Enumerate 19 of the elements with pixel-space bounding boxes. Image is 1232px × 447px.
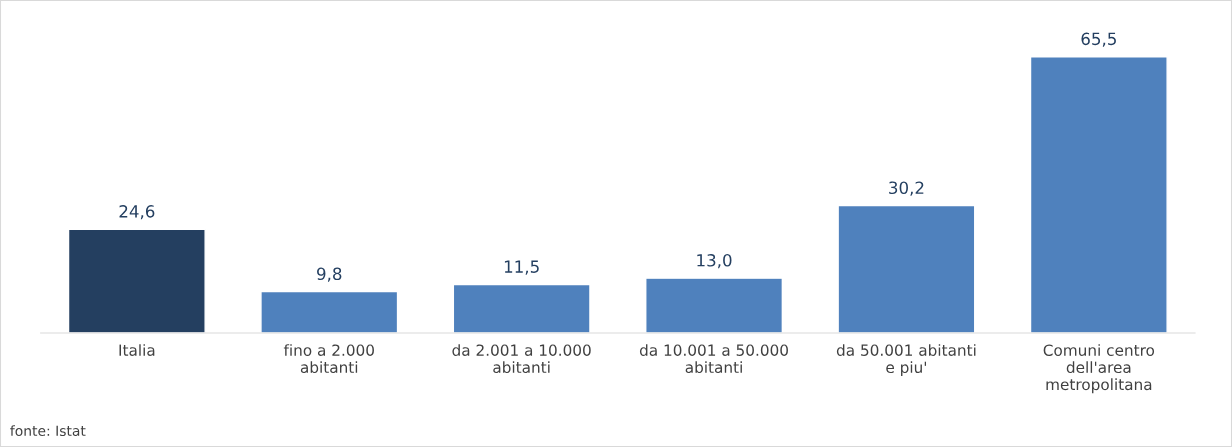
source-note: fonte: Istat [10,425,86,437]
x-tick-label: da 50.001 abitanti e piu' [836,344,976,377]
x-tick-label: Italia [119,344,155,356]
x-tick-label: da 10.001 a 50.000 abitanti [639,344,788,374]
data-label: 24,6 [119,205,155,220]
bar [645,277,784,334]
bar [67,228,206,334]
bar [452,283,591,334]
data-label: 65,5 [1081,32,1116,47]
x-tick-label: da 2.001 a 10.000 abitanti [452,344,591,374]
x-tick-label: fino a 2.000 abitanti [283,344,374,374]
bar [837,204,976,334]
x-tick-label: Comuni centro dell'area metropolitana [1043,344,1155,394]
bar [260,290,399,334]
data-label: 11,5 [504,260,539,275]
data-label: 30,2 [889,181,924,196]
data-label: 9,8 [317,267,342,282]
bar [1029,55,1168,334]
data-label: 13,0 [697,254,732,269]
